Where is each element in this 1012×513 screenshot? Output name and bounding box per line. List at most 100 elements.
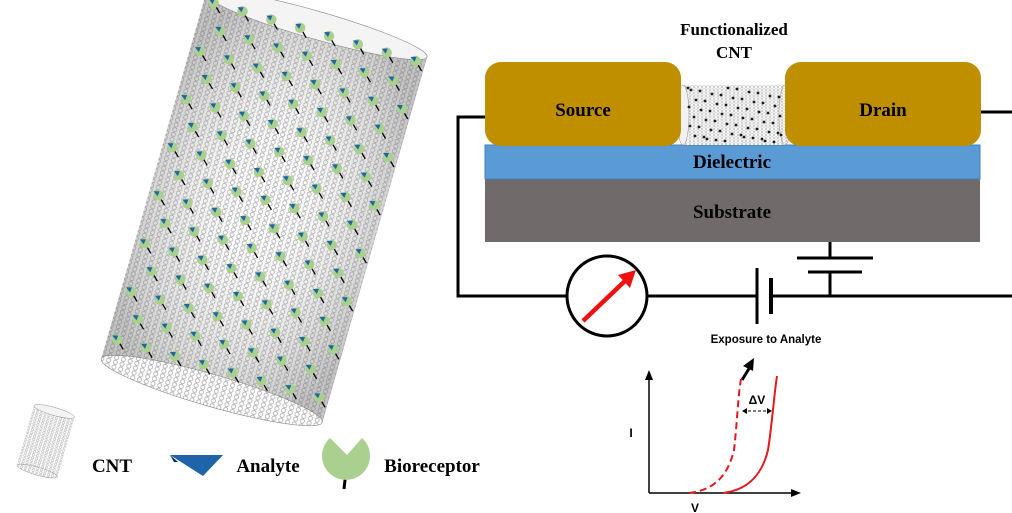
x-axis-label: V: [691, 501, 699, 513]
bioreceptor-unit: [246, 242, 259, 259]
functional-group-dot: [745, 107, 749, 111]
bioreceptor-unit: [247, 347, 260, 363]
legend-bioreceptor-label: Bioreceptor: [384, 456, 480, 477]
bioreceptor-unit: [227, 367, 240, 383]
bioreceptor-unit: [267, 118, 280, 135]
bioreceptor-unit: [211, 206, 223, 223]
functional-group-dot: [761, 101, 765, 105]
functional-group-dot: [713, 119, 717, 123]
bioreceptor-unit: [325, 135, 337, 151]
functional-group-dot: [734, 123, 738, 127]
functional-group-dot: [703, 99, 707, 103]
bioreceptor-unit: [216, 130, 229, 146]
functional-group-dot: [768, 94, 772, 98]
bioreceptor-unit: [218, 338, 231, 355]
bioreceptor-unit: [230, 82, 242, 98]
curve-before: [688, 378, 742, 494]
functional-group-dot: [755, 127, 759, 131]
bioreceptor-unit: [217, 234, 230, 251]
bioreceptor-unit: [332, 267, 345, 284]
bioreceptor-unit: [310, 78, 322, 95]
functional-group-dot: [708, 109, 712, 113]
functional-group-dot: [720, 112, 724, 116]
bioreceptor-unit: [360, 171, 373, 187]
functional-group-dot: [763, 139, 767, 143]
bioreceptor-unit: [396, 103, 409, 120]
bioreceptor-unit: [326, 239, 339, 256]
iv-graph: [645, 370, 801, 497]
functional-group-dot: [740, 97, 744, 101]
large-cnt: [100, 0, 428, 427]
bioreceptor-unit: [294, 22, 307, 39]
functional-group-dot: [686, 86, 690, 90]
bioreceptor-unit: [215, 25, 227, 42]
bioreceptor-unit: [266, 14, 278, 30]
device-title-line1: Functionalized: [680, 20, 788, 39]
functional-group-dot: [694, 98, 698, 102]
bioreceptor-unit: [252, 62, 265, 78]
functional-group-dot: [756, 91, 760, 95]
bioreceptor-unit: [382, 151, 395, 168]
functional-group-dot: [766, 111, 770, 115]
ammeter-dial-icon: [565, 254, 649, 338]
bioreceptor-unit: [345, 115, 358, 131]
bioreceptor-unit: [353, 143, 366, 160]
substrate-label: Substrate: [693, 202, 771, 223]
bioreceptor-unit: [289, 202, 301, 219]
source-electrode: [485, 62, 681, 146]
bioreceptor-unit: [381, 47, 394, 63]
functional-group-dot: [767, 130, 771, 134]
bioreceptor-unit: [341, 296, 354, 312]
functional-group-dot: [719, 93, 723, 97]
functional-group-dot: [699, 108, 703, 112]
drain-label: Drain: [859, 100, 907, 121]
bioreceptor-unit: [174, 274, 187, 290]
bioreceptor-unit: [304, 259, 316, 275]
bioreceptor-unit: [388, 75, 400, 91]
analyte-triangle-icon: [170, 455, 223, 476]
functional-group-dot: [710, 92, 714, 96]
bioreceptor-unit: [369, 199, 381, 216]
functional-group-dot: [689, 88, 693, 92]
bioreceptor-unit: [281, 70, 293, 87]
functional-group-dot: [724, 103, 728, 107]
functional-group-dot: [709, 128, 713, 132]
bioreceptor-unit: [202, 178, 215, 194]
functional-group-dot: [771, 121, 775, 125]
bioreceptor-unit: [410, 55, 423, 72]
bioreceptor-unit: [209, 102, 222, 118]
functional-group-dot: [735, 87, 739, 91]
bioreceptor-unit: [290, 307, 303, 323]
bioreceptor-unit: [311, 183, 324, 199]
functional-group-dot: [725, 122, 729, 126]
functional-group-dot: [723, 139, 727, 143]
functional-group-dot: [760, 137, 764, 141]
bioreceptor-unit: [330, 58, 343, 75]
bioreceptor-unit: [273, 146, 286, 163]
bioreceptor-unit: [276, 355, 289, 371]
functional-group-dot: [746, 126, 750, 130]
source-label: Source: [555, 100, 611, 121]
bioreceptor-unit: [238, 110, 251, 127]
bioreceptor-unit: [346, 219, 359, 236]
bioreceptor-unit: [146, 266, 158, 282]
bioreceptor-unit: [253, 166, 266, 183]
bioreceptor-icon: [322, 438, 370, 490]
functional-group-dot: [693, 134, 697, 138]
bioreceptor-unit: [317, 211, 330, 227]
functional-group-dot: [731, 96, 735, 100]
drain-electrode: [785, 62, 981, 146]
bioreceptor-unit: [167, 142, 179, 158]
bioreceptor-unit: [340, 191, 352, 208]
bioreceptor-unit: [301, 50, 314, 67]
functional-group-dot: [776, 131, 780, 135]
bioreceptor-unit: [312, 287, 325, 304]
bioreceptor-unit: [180, 93, 193, 110]
functional-group-dot: [762, 120, 766, 124]
functional-group-dot: [736, 106, 740, 110]
functional-group-dot: [739, 133, 743, 137]
bioreceptor-unit: [256, 375, 268, 392]
bioreceptor-unit: [226, 262, 238, 279]
functional-group-dot: [697, 125, 701, 129]
